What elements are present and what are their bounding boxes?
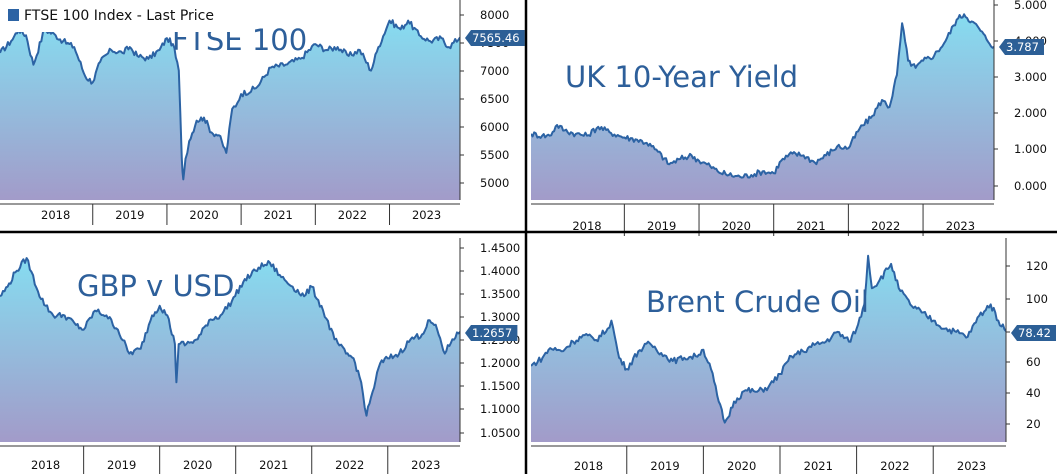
svg-text:3.787: 3.787 [1006,40,1039,54]
series-area [531,14,994,200]
last-value-label: 3.787 [999,39,1044,55]
y-tick-label: 5500 [480,148,509,162]
y-tick-label: 1.3000 [480,310,520,324]
y-tick-label: 1.1000 [480,402,520,416]
series-line [531,13,994,179]
x-tick-label: 2023 [411,458,440,472]
y-tick-label: 2.000 [1014,106,1047,120]
x-tick-label: 2020 [722,219,751,233]
y-tick-label: 5000 [480,176,509,190]
series-area [531,255,1006,442]
y-tick-label: 20 [1026,417,1041,431]
svg-text:1.2657: 1.2657 [472,326,512,340]
y-tick-label: 3.000 [1014,70,1047,84]
x-tick-label: 2019 [115,208,144,222]
chart-title: Brent Crude Oil [646,285,869,319]
legend-swatch [8,9,19,21]
x-tick-label: 2020 [183,458,212,472]
chart-uk10y: 5.0004.0003.0002.0001.0000.0002018201920… [531,0,1047,236]
y-tick-label: 1.3500 [480,287,520,301]
x-tick-label: 2022 [871,219,900,233]
x-tick-label: 2022 [880,459,909,473]
x-tick-label: 2020 [189,208,218,222]
chart-title: UK 10-Year Yield [565,60,798,94]
y-tick-label: 1.0500 [480,426,520,440]
x-tick-label: 2018 [572,219,601,233]
y-tick-label: 6500 [480,92,509,106]
series-area [0,258,460,442]
legend-label: FTSE 100 Index - Last Price [24,8,214,24]
y-tick-label: 1.2000 [480,356,520,370]
last-value-label: 78.42 [1011,325,1056,341]
y-tick-label: 6000 [480,120,509,134]
chart-title: GBP v USD [77,269,234,303]
y-tick-label: 100 [1026,292,1048,306]
last-value-label: 7565.46 [465,30,525,46]
x-tick-label: 2019 [647,219,676,233]
x-tick-label: 2018 [31,458,60,472]
x-tick-label: 2021 [259,458,288,472]
x-tick-label: 2018 [574,459,603,473]
svg-text:78.42: 78.42 [1018,326,1051,340]
y-tick-label: 0.000 [1014,179,1047,193]
x-tick-label: 2023 [946,219,975,233]
x-tick-label: 2023 [957,459,986,473]
y-tick-label: 5.000 [1014,0,1047,12]
x-tick-label: 2022 [335,458,364,472]
y-tick-label: 1.4500 [480,241,520,255]
series-area [0,20,460,200]
y-tick-label: 1.1500 [480,379,520,393]
chart-gbpusd: 1.45001.40001.35001.30001.25001.20001.15… [0,238,520,474]
x-tick-label: 2021 [264,208,293,222]
last-value-label: 1.2657 [465,325,518,341]
series-line [531,254,1006,424]
x-tick-label: 2018 [41,208,70,222]
series-line [0,19,460,181]
x-tick-label: 2019 [107,458,136,472]
y-tick-label: 7000 [480,64,509,78]
x-tick-label: 2019 [650,459,679,473]
x-tick-label: 2021 [804,459,833,473]
y-tick-label: 8000 [480,8,509,22]
chart-ftse100: 8000750070006500600055005000201820192020… [0,0,525,225]
svg-text:7565.46: 7565.46 [472,31,520,45]
x-tick-label: 2023 [412,208,441,222]
chart-brent: 1201008060402020182019202020212022202378… [531,238,1056,474]
series-line [0,257,460,417]
x-tick-label: 2020 [727,459,756,473]
y-tick-label: 1.000 [1014,142,1047,156]
y-tick-label: 60 [1026,355,1041,369]
y-tick-label: 40 [1026,386,1041,400]
y-tick-label: 1.4000 [480,264,520,278]
x-tick-label: 2022 [338,208,367,222]
y-tick-label: 120 [1026,259,1048,273]
legend: FTSE 100 Index - Last Price [0,2,243,32]
x-tick-label: 2021 [796,219,825,233]
